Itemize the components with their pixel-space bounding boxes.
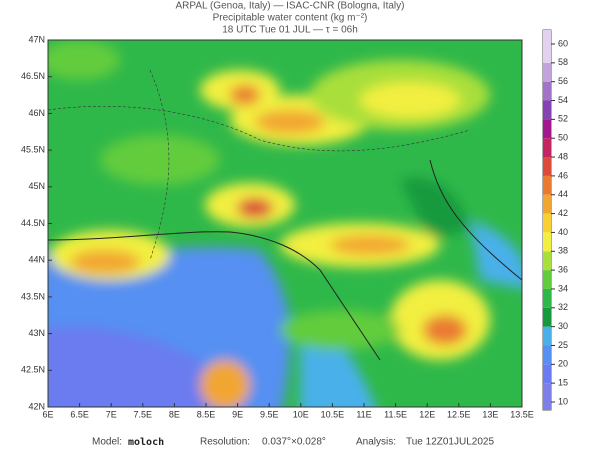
footer-label: Model: — [92, 437, 122, 448]
lon-label: 9.5E — [260, 409, 279, 419]
colorbar-label: 15 — [558, 378, 568, 388]
colorbar-band — [543, 81, 551, 101]
lon-label: 10.5E — [321, 409, 345, 419]
colorbar-band — [543, 175, 551, 195]
colorbar-label: 60 — [558, 38, 568, 48]
colorbar-band — [543, 270, 551, 289]
lon-label: 7.5E — [134, 409, 153, 419]
lat-label: 44.5N — [21, 218, 45, 228]
lon-label: 9E — [232, 409, 243, 419]
lon-label: 6E — [42, 409, 53, 419]
map-field — [48, 40, 522, 407]
colorbar-label: 34 — [558, 283, 568, 293]
colorbar-band — [543, 100, 551, 120]
colorbar-label: 52 — [558, 114, 568, 124]
colorbar-band — [543, 62, 551, 82]
colorbar-label: 50 — [558, 133, 568, 143]
lon-label: 12E — [419, 409, 435, 419]
colorbar-band — [543, 251, 551, 271]
colorbar-label: 20 — [558, 359, 568, 369]
header-line: Precipitable water content (kg m⁻²) — [213, 13, 368, 24]
colorbar-label: 54 — [558, 95, 568, 105]
colorbar-label: 46 — [558, 170, 568, 180]
colorbar-label: 42 — [558, 208, 568, 218]
colorbar-band — [543, 138, 551, 158]
colorbar: 10 15 20 25 30 32 34 36 38 40 42 44 46 48 50 52 54 56 58 60 — [542, 29, 568, 411]
colorbar-band — [543, 30, 551, 44]
colorbar-band — [543, 326, 551, 346]
lon-label: 13.5E — [510, 409, 534, 419]
lon-label: 7E — [106, 409, 117, 419]
lat-label: 43.5N — [21, 291, 45, 301]
colorbar-band — [543, 364, 551, 384]
lon-label: 13E — [482, 409, 498, 419]
lon-label: 11.5E — [384, 409, 407, 419]
colorbar-label: 25 — [558, 340, 568, 350]
colorbar-band — [543, 345, 551, 365]
lat-label: 43N — [28, 328, 45, 338]
lat-label: 47N — [28, 34, 45, 44]
lat-label: 45.5N — [21, 144, 45, 154]
colorbar-band — [543, 157, 551, 176]
colorbar-label: 36 — [558, 264, 568, 274]
lat-label: 42N — [28, 401, 45, 411]
lon-label: 12.5E — [447, 409, 471, 419]
colorbar-band — [543, 288, 551, 308]
colorbar-band — [543, 44, 551, 63]
colorbar-label: 38 — [558, 246, 568, 256]
lat-label: 46N — [28, 108, 45, 118]
lat-label: 42.5N — [21, 365, 45, 375]
lon-label: 11E — [356, 409, 371, 419]
lon-label: 10E — [293, 409, 309, 419]
colorbar-label: 44 — [558, 189, 568, 199]
footer-analysis: Tue 12Z01JUL2025 — [406, 437, 494, 448]
lon-label: 6.5E — [70, 409, 89, 419]
colorbar-label: 56 — [558, 76, 568, 86]
colorbar-label: 10 — [558, 396, 568, 406]
lat-label: 44N — [28, 255, 45, 265]
header-line: 18 UTC Tue 01 JUL — τ = 06h — [222, 25, 358, 36]
footer-label: Resolution: — [200, 437, 250, 448]
header-line: ARPAL (Genoa, Italy) — ISAC-CNR (Bologna… — [176, 1, 405, 12]
colorbar-label: 32 — [558, 302, 568, 312]
colorbar-band — [543, 383, 551, 402]
colorbar-label: 58 — [558, 57, 568, 67]
colorbar-band — [543, 194, 551, 214]
lon-label: 8E — [169, 409, 180, 419]
lat-label: 46.5N — [21, 71, 45, 81]
colorbar-label: 48 — [558, 151, 568, 161]
colorbar-label: 40 — [558, 227, 568, 237]
lon-label: 8.5E — [197, 409, 216, 419]
colorbar-band — [543, 119, 551, 139]
lat-label: 45N — [28, 181, 45, 191]
colorbar-label: 30 — [558, 321, 568, 331]
colorbar-band — [543, 232, 551, 252]
colorbar-band — [543, 402, 551, 410]
colorbar-band — [543, 307, 551, 327]
footer-model: moloch — [128, 437, 164, 448]
footer-label: Analysis: — [356, 437, 396, 448]
footer-resolution: 0.037°×0.028° — [262, 437, 326, 448]
colorbar-band — [543, 213, 551, 233]
